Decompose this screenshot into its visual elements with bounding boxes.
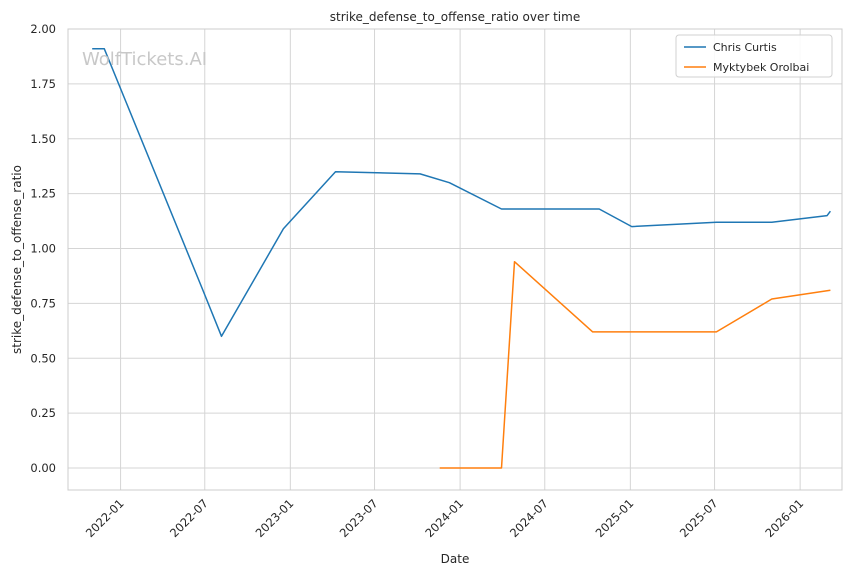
y-tick-label: 0.25: [30, 406, 56, 420]
grid: [68, 28, 842, 490]
y-tick-label: 1.75: [30, 77, 56, 91]
y-axis-title: strike_defense_to_offense_ratio: [10, 165, 24, 354]
legend-label: Chris Curtis: [713, 41, 777, 54]
y-tick-label: 0.00: [30, 461, 56, 475]
y-tick-label: 0.50: [30, 351, 56, 365]
legend: Chris Curtis Myktybek Orolbai: [675, 34, 833, 78]
y-tick-label: 0.75: [30, 296, 56, 310]
y-tick-label: 1.25: [30, 187, 56, 201]
series-layer: [92, 48, 831, 469]
y-tick-label: 1.00: [30, 242, 56, 256]
series-line-1: [439, 260, 831, 469]
legend-box: [675, 34, 833, 78]
series-line-0: [92, 48, 831, 338]
y-tick-label: 1.50: [30, 132, 56, 146]
legend-label: Myktybek Orolbai: [713, 61, 809, 74]
plot-frame: [67, 28, 843, 491]
y-tick-label: 2.00: [30, 22, 56, 36]
chart-title: strike_defense_to_offense_ratio over tim…: [330, 10, 580, 24]
x-axis-title: Date: [441, 552, 470, 566]
watermark: WolfTickets.AI: [82, 49, 207, 70]
